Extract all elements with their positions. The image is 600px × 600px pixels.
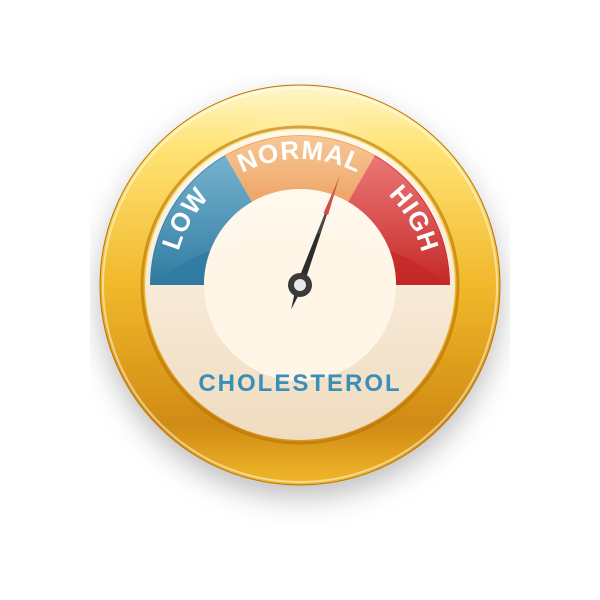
- caption: CHOLESTEROL: [198, 370, 401, 397]
- gauge-wrapper: LOWNORMALHIGHCHOLESTEROL: [0, 0, 600, 600]
- cholesterol-gauge: LOWNORMALHIGHCHOLESTEROL: [90, 75, 510, 525]
